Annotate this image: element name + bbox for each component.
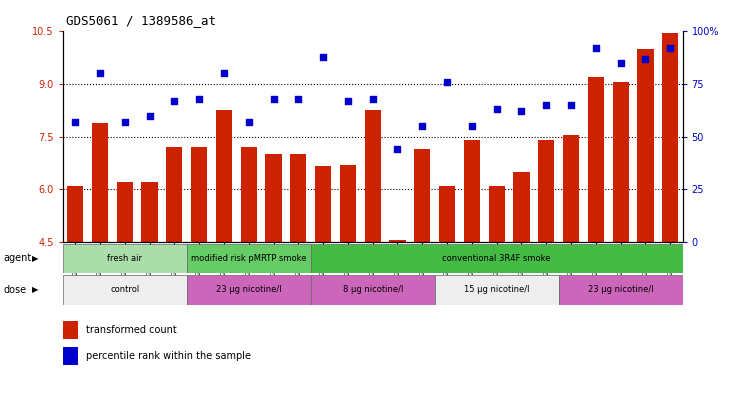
Point: [392, 146, 404, 152]
Bar: [365, 110, 381, 242]
Point: [466, 123, 477, 129]
Bar: [290, 154, 306, 242]
Bar: [311, 275, 435, 305]
Bar: [439, 185, 455, 242]
Bar: [414, 149, 430, 242]
Text: modified risk pMRTP smoke: modified risk pMRTP smoke: [191, 254, 306, 263]
Bar: [187, 275, 311, 305]
Point: [664, 45, 676, 51]
Point: [441, 79, 453, 85]
Bar: [559, 275, 683, 305]
Point: [565, 102, 577, 108]
Bar: [662, 33, 678, 242]
Point: [168, 98, 180, 104]
Text: 23 μg nicotine/l: 23 μg nicotine/l: [216, 285, 281, 294]
Bar: [187, 244, 311, 273]
Text: dose: dose: [4, 285, 27, 295]
Bar: [463, 140, 480, 242]
Point: [317, 53, 329, 60]
Point: [243, 119, 255, 125]
Point: [491, 106, 503, 112]
Text: control: control: [110, 285, 139, 294]
Bar: [587, 77, 604, 242]
Bar: [63, 321, 78, 340]
Bar: [311, 244, 683, 273]
Bar: [63, 244, 187, 273]
Bar: [63, 275, 187, 305]
Text: 8 μg nicotine/l: 8 μg nicotine/l: [342, 285, 403, 294]
Bar: [63, 347, 78, 365]
Point: [218, 70, 230, 77]
Bar: [92, 123, 108, 242]
Bar: [514, 172, 530, 242]
Text: GDS5061 / 1389586_at: GDS5061 / 1389586_at: [66, 14, 216, 27]
Bar: [563, 135, 579, 242]
Point: [193, 95, 205, 102]
Point: [69, 119, 81, 125]
Bar: [339, 165, 356, 242]
Bar: [215, 110, 232, 242]
Bar: [538, 140, 554, 242]
Bar: [191, 147, 207, 242]
Text: 15 μg nicotine/l: 15 μg nicotine/l: [464, 285, 529, 294]
Bar: [390, 240, 406, 242]
Bar: [315, 166, 331, 242]
Point: [144, 112, 156, 119]
Point: [640, 56, 652, 62]
Text: ▶: ▶: [32, 285, 38, 294]
Bar: [638, 49, 654, 242]
Point: [94, 70, 106, 77]
Bar: [166, 147, 182, 242]
Point: [342, 98, 354, 104]
Bar: [142, 182, 158, 242]
Point: [292, 95, 304, 102]
Text: percentile rank within the sample: percentile rank within the sample: [86, 351, 251, 361]
Text: ▶: ▶: [32, 254, 38, 263]
Bar: [435, 275, 559, 305]
Bar: [117, 182, 133, 242]
Text: conventional 3R4F smoke: conventional 3R4F smoke: [442, 254, 551, 263]
Text: fresh air: fresh air: [107, 254, 142, 263]
Text: 23 μg nicotine/l: 23 μg nicotine/l: [588, 285, 653, 294]
Point: [268, 95, 280, 102]
Bar: [489, 185, 505, 242]
Point: [416, 123, 428, 129]
Text: agent: agent: [4, 253, 32, 263]
Point: [367, 95, 379, 102]
Bar: [241, 147, 257, 242]
Bar: [613, 82, 629, 242]
Bar: [266, 154, 282, 242]
Point: [516, 108, 528, 114]
Text: transformed count: transformed count: [86, 325, 176, 335]
Point: [590, 45, 601, 51]
Point: [615, 60, 627, 66]
Point: [119, 119, 131, 125]
Bar: [67, 185, 83, 242]
Point: [540, 102, 552, 108]
